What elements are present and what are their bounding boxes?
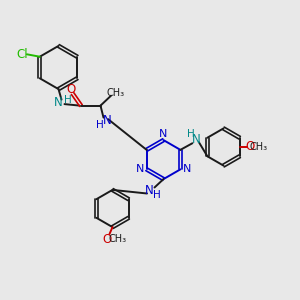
Text: O: O: [103, 232, 112, 246]
Text: O: O: [245, 140, 254, 154]
Text: N: N: [136, 164, 144, 174]
Text: H: H: [96, 120, 104, 130]
Text: CH₃: CH₃: [109, 234, 127, 244]
Text: H: H: [187, 129, 194, 139]
Text: N: N: [159, 129, 168, 139]
Text: O: O: [67, 82, 76, 96]
Text: N: N: [192, 133, 200, 146]
Text: N: N: [103, 114, 112, 127]
Text: Cl: Cl: [16, 48, 28, 61]
Text: H: H: [64, 95, 72, 105]
Text: N: N: [183, 164, 191, 174]
Text: CH₃: CH₃: [249, 142, 268, 152]
Text: H: H: [153, 190, 160, 200]
Text: N: N: [145, 184, 154, 197]
Text: CH₃: CH₃: [106, 88, 124, 98]
Text: N: N: [53, 96, 62, 109]
